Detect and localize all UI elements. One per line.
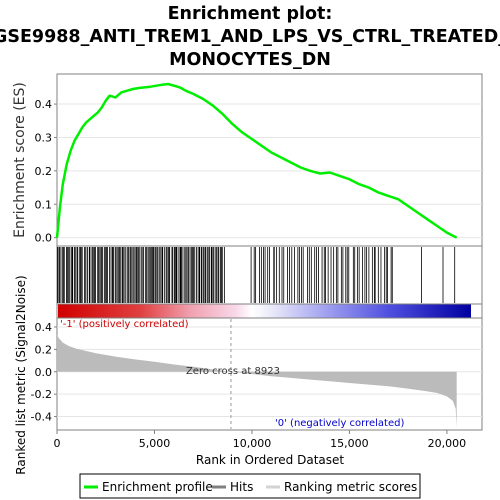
es-tick-label: 0.4 bbox=[35, 98, 53, 111]
ranking-metric-area bbox=[57, 334, 457, 428]
es-tick-label: 0.3 bbox=[35, 131, 53, 144]
x-tick-label: 0 bbox=[54, 437, 61, 450]
positive-correlation-label: '-1' (positively correlated) bbox=[60, 319, 189, 330]
rank-color-bar bbox=[58, 304, 471, 318]
metric-tick-label: -0.4 bbox=[31, 411, 52, 424]
x-tick-label: 10,000 bbox=[233, 437, 272, 450]
metric-axis-label: Ranked list metric (Signal2Noise) bbox=[14, 275, 28, 474]
metric-tick-label: 0.4 bbox=[35, 321, 53, 334]
x-tick-label: 15,000 bbox=[330, 437, 369, 450]
chart-title-line-3: MONOCYTES_DN bbox=[169, 50, 331, 70]
x-tick-label: 20,000 bbox=[428, 437, 467, 450]
x-tick-label: 5,000 bbox=[139, 437, 171, 450]
metric-tick-label: 0.0 bbox=[35, 366, 53, 379]
negative-correlation-label: '0' (negatively correlated) bbox=[275, 418, 404, 429]
es-panel-frame bbox=[56, 73, 483, 247]
x-axis-label: Rank in Ordered Dataset bbox=[196, 453, 344, 467]
legend-enrichment-label: Enrichment profile bbox=[102, 480, 213, 494]
zero-cross-label: Zero cross at 8923 bbox=[186, 366, 280, 377]
legend-metric-label: Ranking metric scores bbox=[284, 480, 417, 494]
es-tick-label: 0.1 bbox=[35, 198, 53, 211]
legend-box bbox=[79, 473, 421, 499]
es-tick-label: 0.0 bbox=[35, 232, 53, 245]
es-tick-label: 0.2 bbox=[35, 165, 53, 178]
chart-title-line-1: Enrichment plot: bbox=[168, 4, 333, 24]
metric-tick-label: 0.2 bbox=[35, 343, 53, 356]
es-axis-label: Enrichment score (ES) bbox=[12, 82, 28, 238]
chart-title-line-2: GSE9988_ANTI_TREM1_AND_LPS_VS_CTRL_TREAT… bbox=[0, 27, 500, 47]
legend-hits-label: Hits bbox=[230, 480, 253, 494]
enrichment-profile-line bbox=[55, 82, 458, 239]
metric-tick-label: -0.2 bbox=[31, 388, 52, 401]
